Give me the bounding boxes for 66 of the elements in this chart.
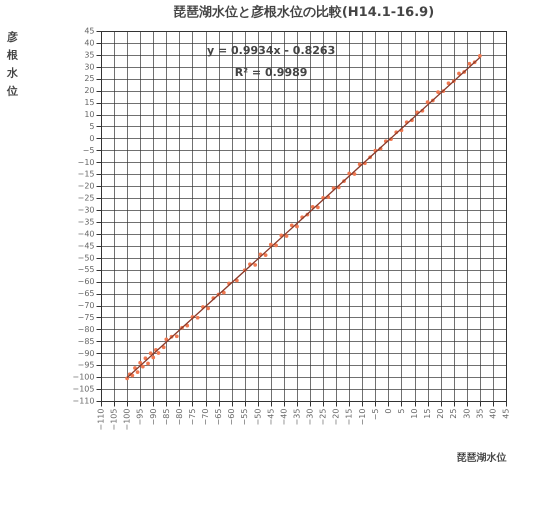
x-tick-label: 45 (502, 408, 510, 419)
y-tick-label: −15 (78, 170, 94, 179)
x-tick-label: 5 (396, 408, 406, 414)
x-tick-label: −15 (344, 408, 354, 426)
x-tick-label: −50 (253, 408, 262, 426)
y-tick-label: −105 (72, 384, 94, 394)
y-tick-label: 0 (89, 134, 94, 143)
y-tick-label: −60 (78, 277, 94, 286)
y-tick-label: 40 (84, 38, 94, 48)
x-tick-label: −95 (136, 408, 145, 426)
x-tick-label: 35 (475, 408, 484, 419)
y-tick-label: −65 (78, 289, 94, 298)
y-tick-label: −35 (78, 217, 94, 226)
y-tick-label: −20 (78, 182, 94, 191)
x-tick-label: −100 (122, 408, 132, 430)
x-tick-label: 40 (488, 408, 498, 419)
y-tick-label: −90 (78, 348, 94, 358)
y-tick-label: −30 (78, 206, 94, 215)
x-tick-label: −35 (292, 408, 302, 426)
y-tick-label: −10 (78, 158, 94, 167)
x-tick-label: 25 (449, 408, 458, 419)
y-tick-label: −45 (78, 241, 94, 250)
y-axis-title: 彦根水位 (6, 30, 20, 98)
x-tick-label: 20 (436, 408, 446, 419)
y-tick-label: −5 (82, 146, 94, 155)
y-tick-label: −70 (78, 301, 94, 310)
y-tick-label: −50 (78, 253, 94, 262)
x-tick-label: −30 (306, 408, 315, 426)
x-axis-title: 琵琶湖水位 (456, 451, 506, 464)
x-tick-label: −80 (174, 408, 184, 426)
x-tick-label: −10 (358, 408, 367, 426)
y-tick-label: −80 (78, 324, 94, 334)
x-tick-label: −105 (110, 408, 119, 430)
y-tick-label: −100 (72, 372, 94, 382)
x-tick-label: −90 (148, 408, 158, 426)
x-tick-label: 30 (462, 408, 472, 419)
y-tick-label: 20 (84, 86, 94, 96)
x-tick-label: 10 (410, 408, 420, 419)
x-tick-label: −65 (214, 408, 224, 426)
y-tick-label: −55 (78, 265, 94, 274)
x-tick-label: −40 (279, 408, 288, 426)
y-tick-label: 45 (84, 26, 94, 36)
x-tick-label: 15 (423, 408, 432, 419)
y-tick-label: −85 (78, 336, 94, 346)
y-tick-label: 15 (84, 98, 94, 108)
x-tick-label: −55 (240, 408, 250, 426)
y-tick-label: 30 (84, 62, 94, 72)
y-tick-label: −95 (78, 360, 94, 370)
x-tick-label: −75 (188, 408, 197, 426)
x-tick-label: −5 (370, 408, 380, 420)
chart-title: 琵琶湖水位と彦根水位の比較(H14.1-16.9) (172, 4, 434, 20)
y-tick-label: 25 (84, 74, 94, 84)
y-tick-label: −25 (78, 194, 94, 203)
x-tick-label: −60 (227, 408, 236, 426)
x-tick-label: −70 (201, 408, 210, 426)
x-tick-label: −85 (162, 408, 171, 426)
x-tick-label: 0 (384, 408, 393, 414)
y-tick-label: −40 (78, 229, 94, 238)
x-tick-label: −45 (266, 408, 276, 426)
x-tick-label: −20 (332, 408, 341, 426)
y-tick-label: 10 (84, 110, 94, 120)
y-tick-label: 5 (89, 122, 94, 131)
y-tick-label: −110 (72, 396, 94, 406)
x-tick-label: −25 (318, 408, 328, 426)
y-tick-label: −75 (78, 312, 94, 322)
y-tick-label: 35 (84, 50, 94, 60)
